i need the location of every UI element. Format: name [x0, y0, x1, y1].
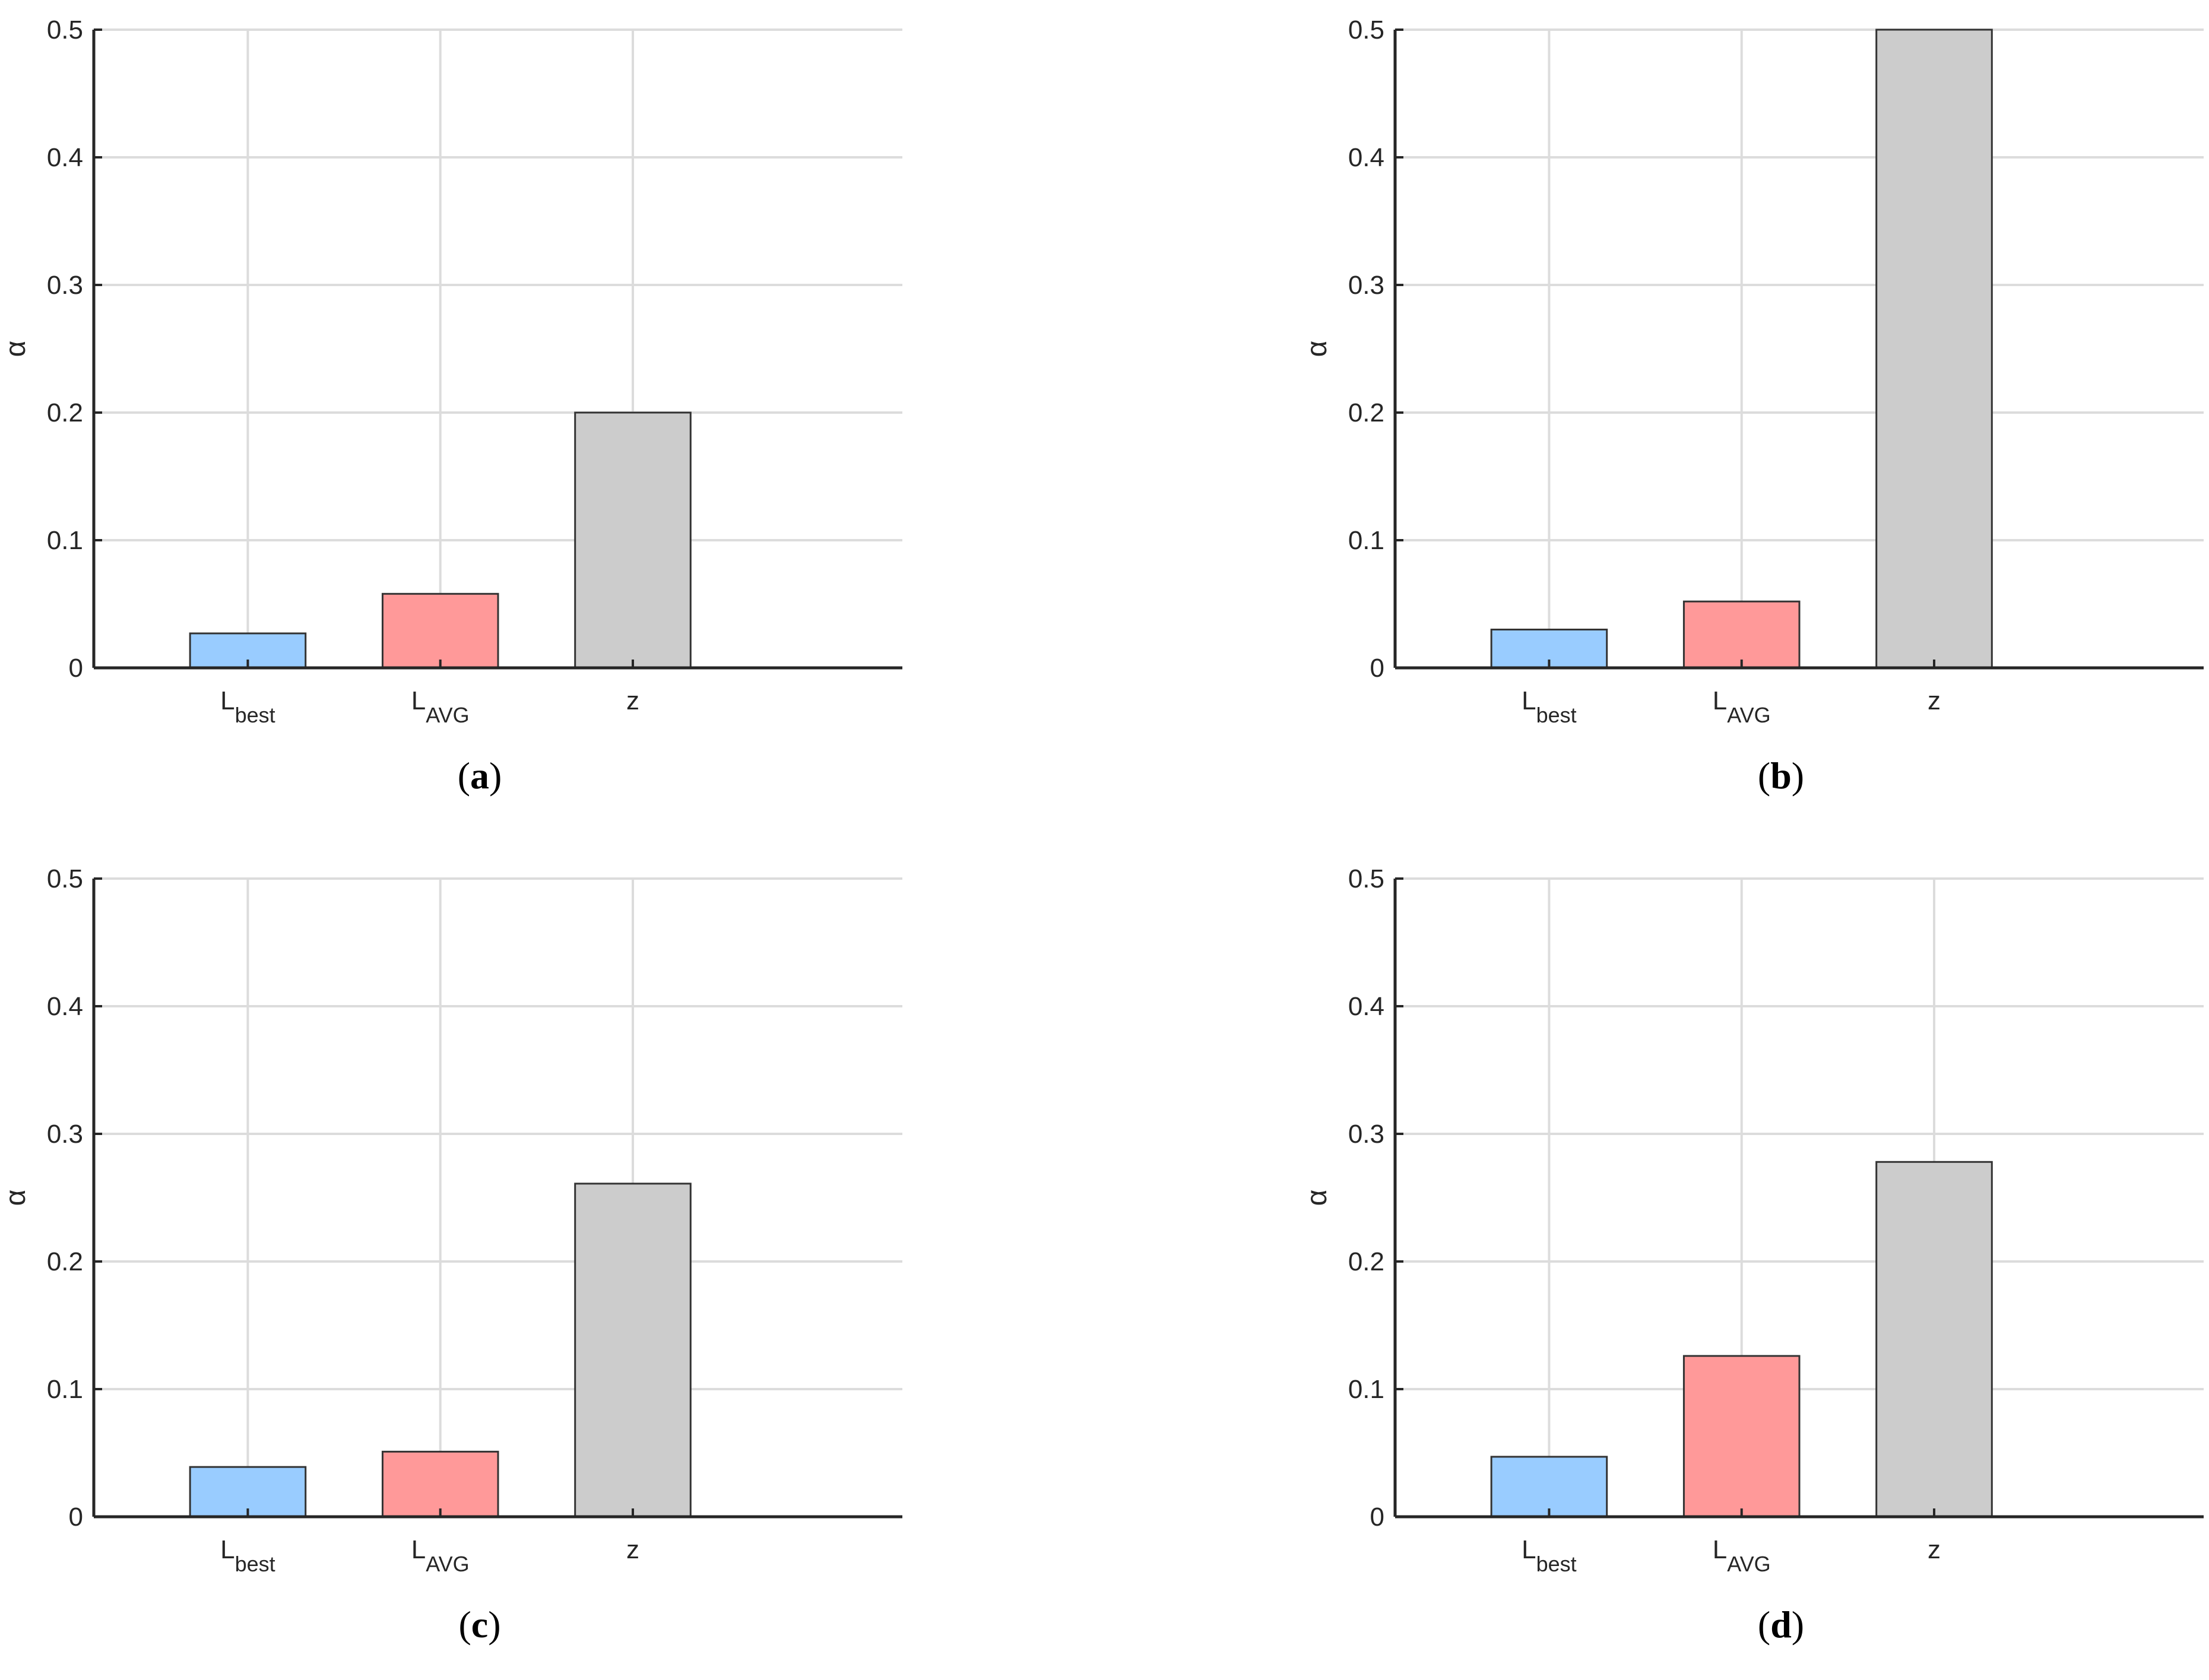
- y-tick-label-1: 0.1: [47, 1375, 83, 1404]
- chart-c: 0 0.1 0.2 0.3 0.4 0.5 Lbest LAVG z α: [0, 864, 902, 1576]
- y-tick-label-2: 0.2: [47, 398, 83, 427]
- x-tick-label-2: z: [1928, 1535, 1941, 1564]
- y-tick-label-5: 0.5: [1348, 864, 1384, 893]
- y-tick-label-0: 0: [1370, 654, 1384, 683]
- y-tick-label-1: 0.1: [1348, 526, 1384, 555]
- bar-l-avg: [381, 592, 499, 669]
- y-tick-label-4: 0.4: [1348, 143, 1384, 172]
- y-axis-label: α: [1301, 341, 1333, 357]
- x-tick-label-1: LAVG: [411, 686, 470, 727]
- y-tick-label-3: 0.3: [1348, 271, 1384, 300]
- y-tick-label-5: 0.5: [1348, 15, 1384, 45]
- y-tick-label-1: 0.1: [47, 526, 83, 555]
- x-tick-label-1: LAVG: [411, 1535, 470, 1576]
- bar-l-avg: [381, 1450, 499, 1518]
- y-tick-label-3: 0.3: [1348, 1120, 1384, 1149]
- chart-a: 0 0.1 0.2 0.3 0.4 0.5 Lbest LAVG z α: [0, 15, 902, 727]
- caption-a: (a): [457, 755, 502, 797]
- x-tick-label-0: Lbest: [1522, 686, 1577, 727]
- y-tick-label-3: 0.3: [47, 271, 83, 300]
- chart-panel-a: 0 0.1 0.2 0.3 0.4 0.5 Lbest LAVG z α (a): [0, 0, 950, 831]
- chart-panel-d: 0 0.1 0.2 0.3 0.4 0.5 Lbest LAVG z α (d): [1301, 849, 2209, 1680]
- chart-panel-b: 0 0.1 0.2 0.3 0.4 0.5 Lbest LAVG z α (b): [1301, 0, 2209, 831]
- chart-panel-c: 0 0.1 0.2 0.3 0.4 0.5 Lbest LAVG z α (c): [0, 849, 950, 1680]
- y-tick-label-5: 0.5: [47, 864, 83, 893]
- y-tick-label-0: 0: [69, 654, 83, 683]
- caption-c-label: c: [471, 1603, 489, 1646]
- y-tick-label-2: 0.2: [1348, 1247, 1384, 1276]
- y-tick-label-0: 0: [1370, 1503, 1384, 1532]
- bar-z: [574, 1183, 692, 1518]
- caption-b: (b): [1757, 755, 1805, 797]
- caption-d-label: d: [1770, 1603, 1792, 1646]
- x-tick-label-2: z: [1928, 686, 1941, 715]
- y-axis-label: α: [0, 341, 31, 357]
- y-tick-label-3: 0.3: [47, 1120, 83, 1149]
- bar-z: [1875, 1161, 1993, 1518]
- caption-d: (d): [1757, 1603, 1805, 1646]
- y-tick-label-4: 0.4: [47, 143, 83, 172]
- y-tick-label-2: 0.2: [47, 1247, 83, 1276]
- y-axis-label: α: [0, 1190, 31, 1206]
- y-tick-label-1: 0.1: [1348, 1375, 1384, 1404]
- x-tick-label-1: LAVG: [1713, 1535, 1771, 1576]
- y-tick-label-5: 0.5: [47, 15, 83, 45]
- caption-a-label: a: [470, 755, 489, 797]
- x-tick-label-0: Lbest: [220, 686, 275, 727]
- x-tick-label-2: z: [626, 1535, 639, 1564]
- y-axis-label: α: [1301, 1190, 1333, 1206]
- bar-l-avg: [1682, 1355, 1801, 1518]
- y-tick-label-2: 0.2: [1348, 398, 1384, 427]
- caption-b-label: b: [1770, 755, 1792, 797]
- y-tick-label-4: 0.4: [47, 992, 83, 1021]
- x-tick-label-0: Lbest: [1522, 1535, 1577, 1576]
- bar-z: [1875, 28, 1993, 669]
- x-tick-label-1: LAVG: [1713, 686, 1771, 727]
- y-tick-label-4: 0.4: [1348, 992, 1384, 1021]
- x-tick-label-2: z: [626, 686, 639, 715]
- bar-l-avg: [1682, 600, 1801, 669]
- chart-b: 0 0.1 0.2 0.3 0.4 0.5 Lbest LAVG z α: [1301, 15, 2204, 727]
- chart-d: 0 0.1 0.2 0.3 0.4 0.5 Lbest LAVG z α: [1301, 864, 2204, 1576]
- bar-l-best: [1490, 1456, 1608, 1518]
- caption-c: (c): [458, 1603, 501, 1646]
- bar-z: [574, 411, 692, 669]
- x-tick-label-0: Lbest: [220, 1535, 275, 1576]
- y-tick-label-0: 0: [69, 1503, 83, 1532]
